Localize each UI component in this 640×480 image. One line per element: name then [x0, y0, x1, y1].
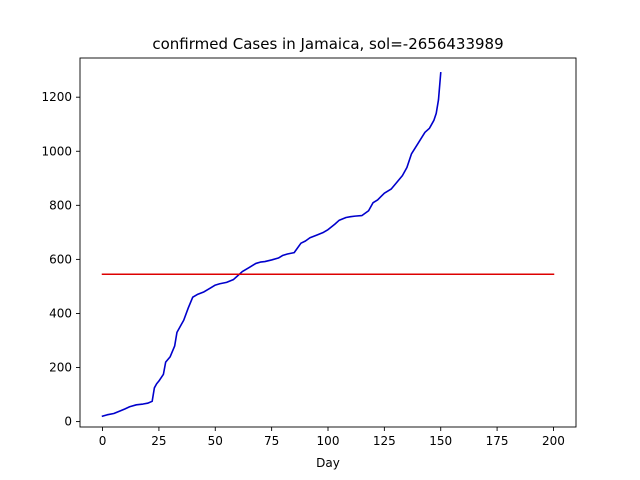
y-tick-label: 0 [64, 415, 72, 429]
y-tick-label: 1200 [41, 90, 72, 104]
y-tick-label: 800 [49, 198, 72, 212]
x-axis-label: Day [316, 456, 340, 470]
y-tick-label: 400 [49, 306, 72, 320]
x-tick-label: 150 [429, 434, 452, 448]
x-tick-label: 200 [542, 434, 565, 448]
x-tick-label: 25 [151, 434, 166, 448]
plot-area: 0 25 50 75 100 125 150 175 200 0 200 400 600 800 1000 1… [41, 57, 577, 448]
x-tick-label: 75 [264, 434, 279, 448]
series-line-0 [101, 72, 442, 418]
x-tick-label: 50 [208, 434, 223, 448]
chart-title: confirmed Cases in Jamaica, sol=-2656433… [152, 35, 503, 53]
x-tick-label: 175 [486, 434, 509, 448]
x-tick-label: 100 [317, 434, 340, 448]
y-tick-label: 200 [49, 361, 72, 375]
x-tick-label: 0 [99, 434, 107, 448]
x-tick-label: 125 [373, 434, 396, 448]
y-tick-label: 600 [49, 252, 72, 266]
y-tick-label: 1000 [41, 144, 72, 158]
